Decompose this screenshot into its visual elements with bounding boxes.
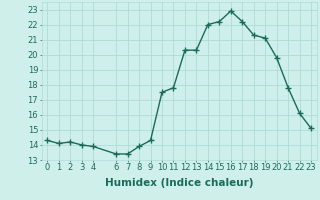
X-axis label: Humidex (Indice chaleur): Humidex (Indice chaleur) bbox=[105, 178, 253, 188]
